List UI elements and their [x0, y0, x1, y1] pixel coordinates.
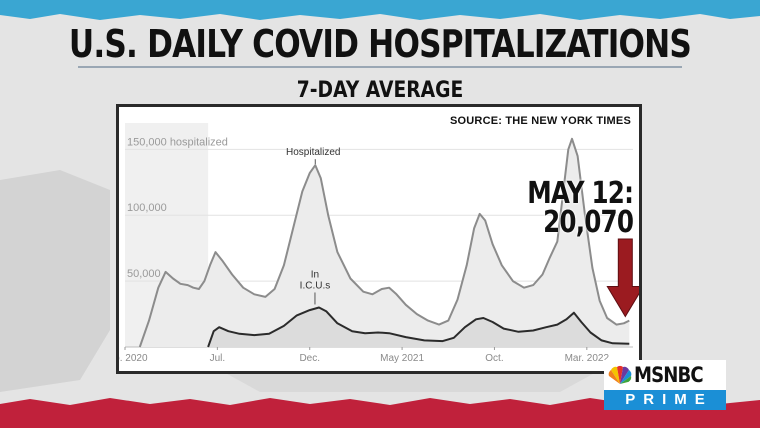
series-area-1: [208, 307, 630, 347]
logo-top-bar: MSNBC: [604, 360, 726, 390]
annotation-hospitalized: Hospitalized: [286, 147, 340, 158]
chart-panel: 50,000 100,000 150,000 hospitalized Feb. 20…: [116, 104, 642, 374]
x-tick-label: Oct.: [485, 353, 503, 364]
series-line-0: [138, 137, 630, 348]
top-ribbon: [0, 0, 760, 20]
hospitalization-chart: 50,000 100,000 150,000 hospitalized Feb. 20…: [119, 123, 639, 364]
x-tick-label: Dec.: [299, 353, 320, 364]
series-area-0: [139, 138, 630, 347]
page-title: U.S. DAILY COVID HOSPITALIZATIONS: [68, 22, 692, 66]
logo-subtitle: PRIME: [604, 390, 726, 410]
source-label: SOURCE: THE NEW YORK TIMES: [449, 115, 631, 127]
annotation-icu-line: I.C.U.s: [300, 280, 331, 291]
x-tick-label: May 2021: [380, 353, 424, 364]
title-divider: [78, 66, 682, 68]
network-logo: MSNBC PRIME: [604, 360, 726, 410]
callout-text: MAY 12: 20,070: [527, 176, 634, 240]
x-tick-label: Mar. 2022: [565, 353, 610, 364]
series-line-1: [207, 306, 630, 348]
peacock-icon: [608, 366, 632, 384]
y-tick-label: 150,000 hospitalized: [127, 136, 228, 148]
callout-date: MAY 12:: [527, 176, 634, 211]
y-tick-label: 50,000: [127, 268, 161, 280]
page-subtitle: 7-DAY AVERAGE: [296, 78, 464, 103]
bottom-ribbon: [0, 398, 760, 428]
logo-wordmark: MSNBC: [634, 363, 704, 387]
y-tick-label: 100,000: [127, 202, 167, 214]
x-tick-label: Jul.: [210, 353, 226, 364]
callout-value: 20,070: [542, 205, 634, 240]
watermark-shape-left: [0, 170, 110, 392]
x-tick-label: Feb. 2020: [119, 353, 148, 364]
callout-arrow: [606, 238, 639, 318]
annotation-icu-line: In: [311, 269, 319, 280]
